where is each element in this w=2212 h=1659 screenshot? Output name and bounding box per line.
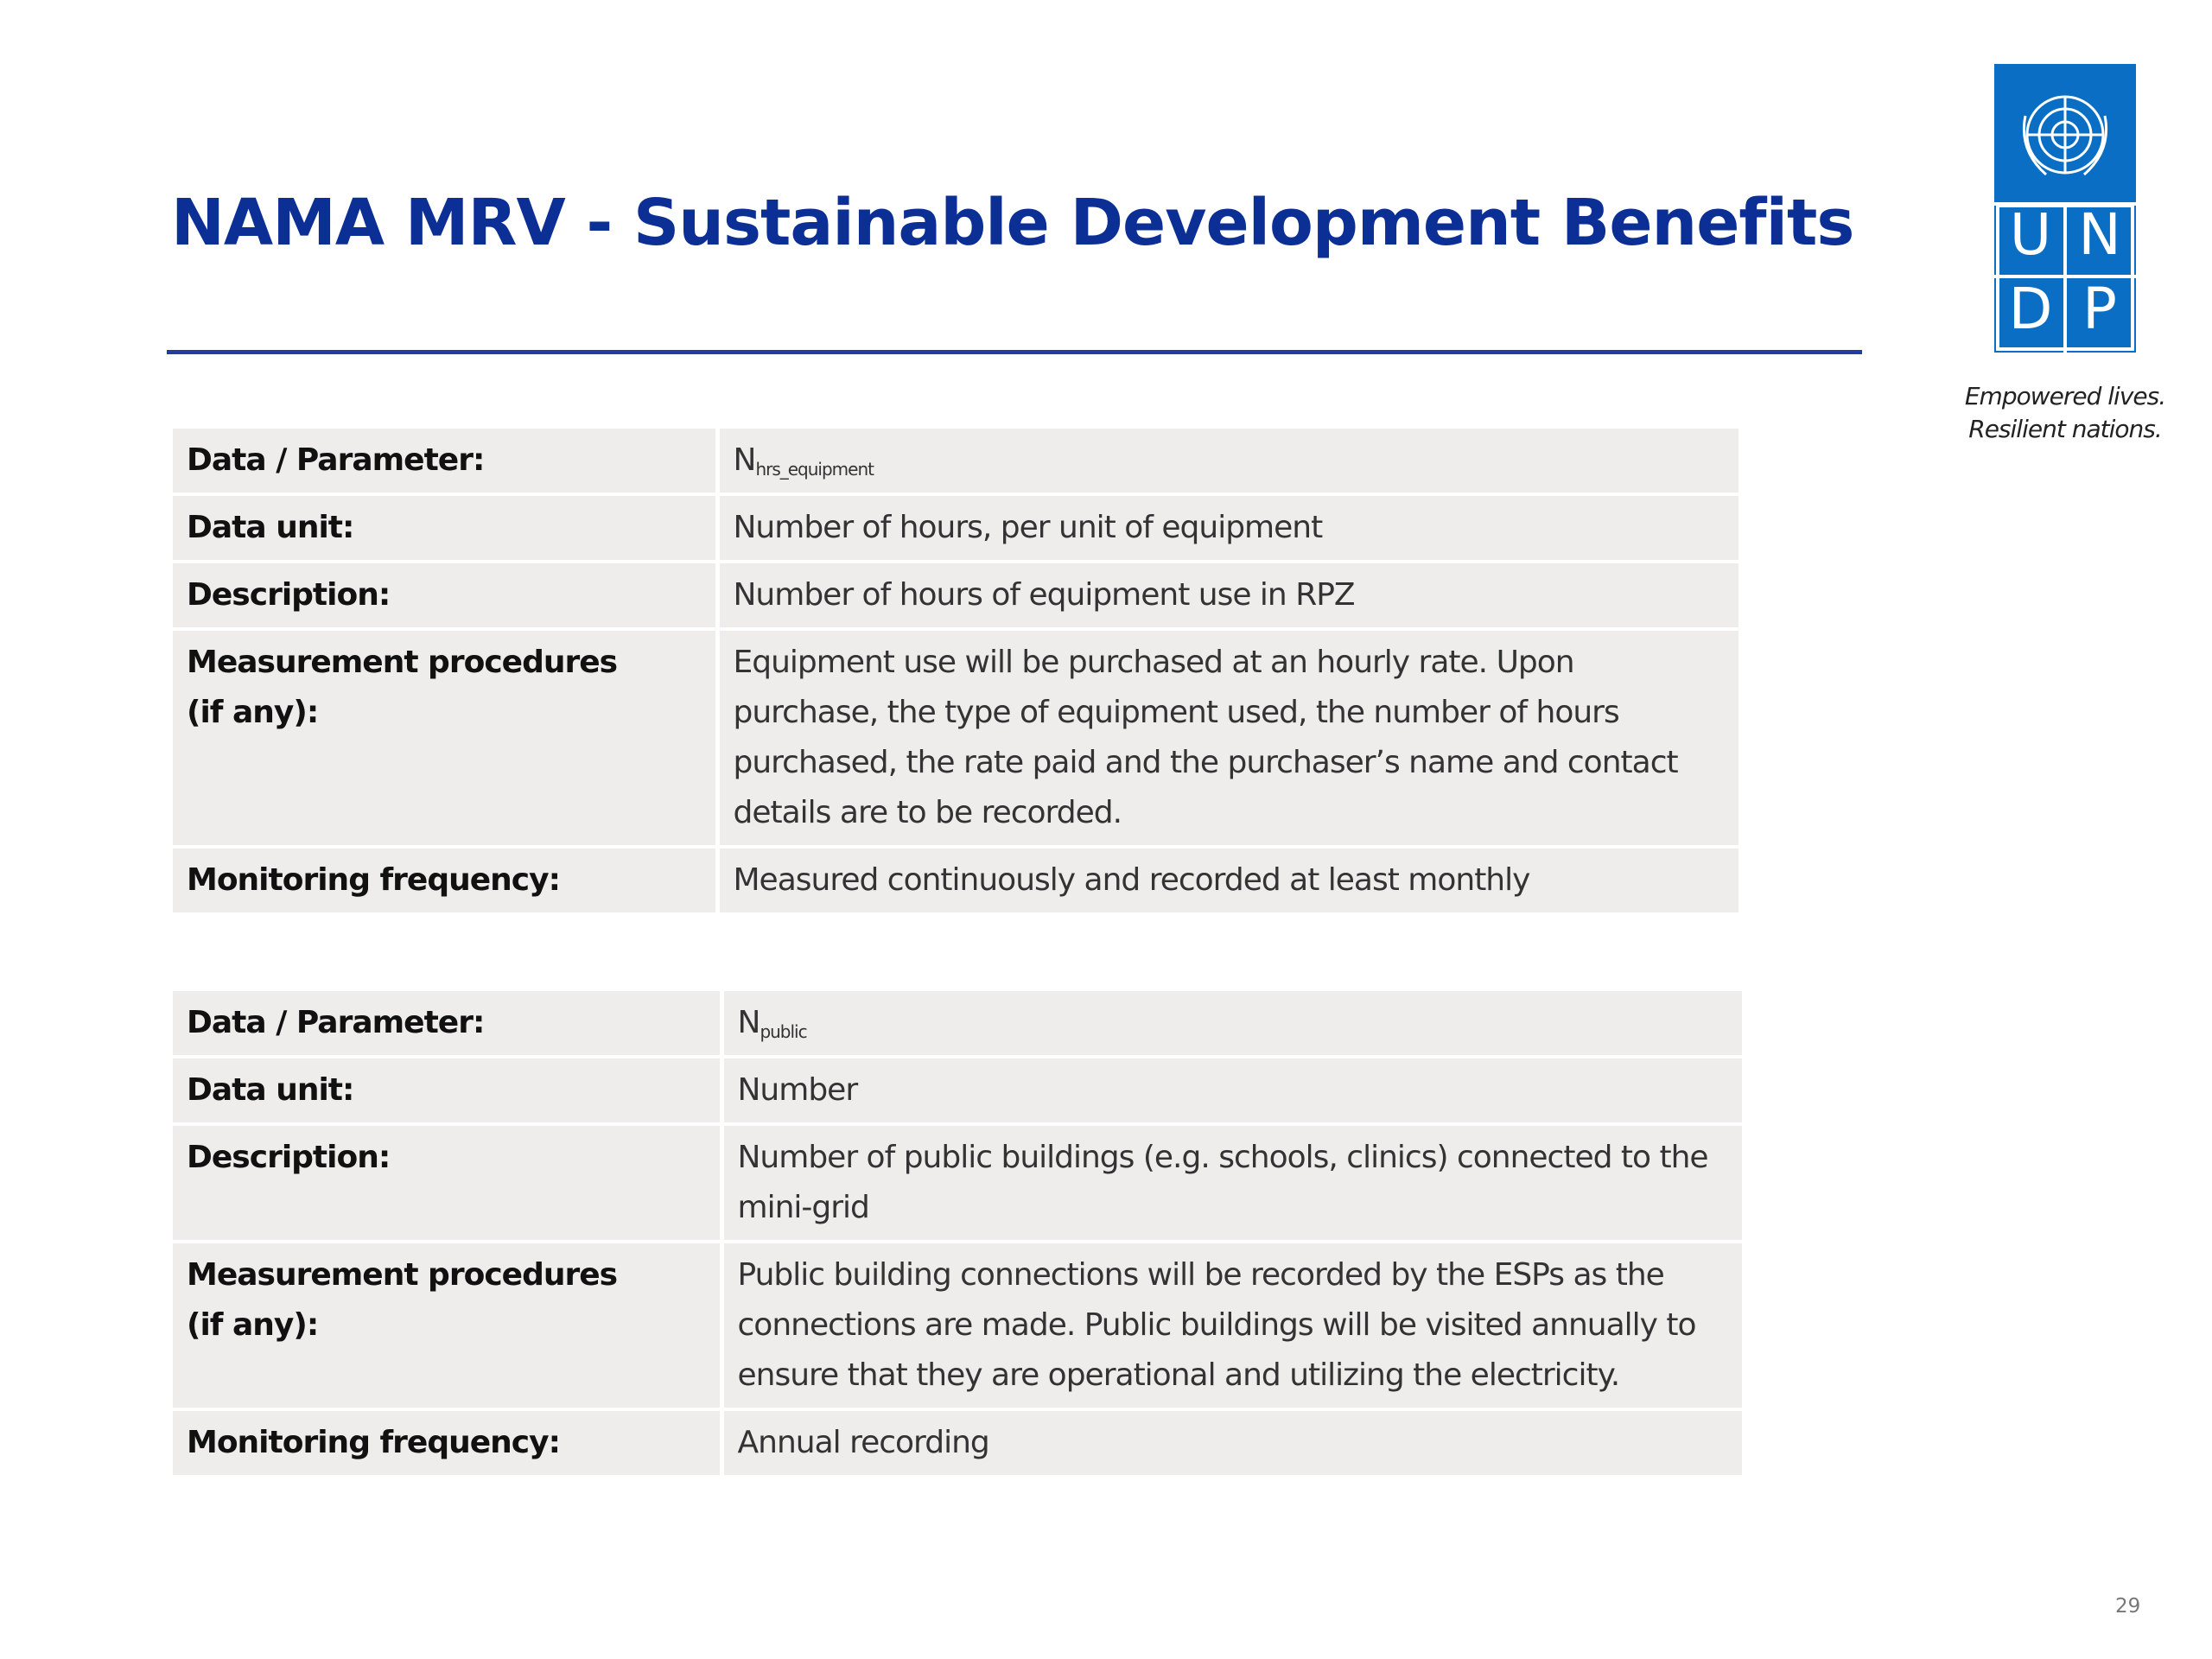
row-label: Monitoring frequency: (173, 1408, 724, 1478)
logo-frame (1996, 204, 2134, 351)
table-row: Measurement procedures (if any): Public bu… (173, 1240, 1745, 1411)
row-label: Monitoring frequency: (173, 845, 720, 916)
table-row: Measurement procedures (if any): Equipment… (173, 627, 1742, 849)
logo-letter: U (2010, 201, 2051, 268)
label-line: (if any): (187, 1307, 319, 1343)
label-line: Data unit: (187, 1072, 354, 1108)
parameter-table: Data / Parameter: Npublic Data unit: Number… (173, 988, 1745, 1478)
title-rule (167, 350, 1862, 354)
table-row: Data / Parameter: Npublic (173, 988, 1745, 1058)
row-value: Npublic (721, 988, 1745, 1058)
table-row: Monitoring frequency: Annual recording (173, 1408, 1745, 1478)
symbol: N (733, 442, 757, 478)
row-label: Measurement procedures (if any): (173, 627, 720, 849)
label-line: Monitoring frequency: (187, 1425, 561, 1460)
label-line: Description: (187, 1140, 391, 1175)
logo-divider (2063, 202, 2067, 353)
row-label: Description: (173, 1122, 724, 1243)
un-emblem (2022, 95, 2108, 176)
logo-letter: P (2082, 276, 2117, 342)
row-value: Public building connections will be reco… (721, 1240, 1745, 1411)
undp-logo: U N D P (1994, 64, 2136, 353)
symbol: N (737, 1005, 761, 1040)
table-row: Data unit: Number of hours, per unit of e… (173, 493, 1742, 563)
tagline: Empowered lives. Resilient nations. (1944, 380, 2186, 446)
row-value: Nhrs_equipment (717, 425, 1742, 496)
label-line: Measurement procedures (187, 645, 618, 680)
table-row: Description: Number of public buildings (… (173, 1122, 1745, 1243)
page-number: 29 (2115, 1595, 2141, 1618)
row-label: Data / Parameter: (173, 988, 724, 1058)
table-row: Data / Parameter: Nhrs_equipment (173, 425, 1742, 496)
label-line: Data / Parameter: (187, 442, 485, 478)
row-label: Description: (173, 560, 720, 631)
row-value: Number (721, 1055, 1745, 1126)
label-line: (if any): (187, 695, 319, 730)
label-line: Data unit: (187, 510, 354, 545)
row-value: Annual recording (721, 1408, 1745, 1478)
row-label: Measurement procedures (if any): (173, 1240, 724, 1411)
row-value: Measured continuously and recorded at le… (717, 845, 1742, 916)
table-row: Data unit: Number (173, 1055, 1745, 1126)
row-label: Data unit: (173, 1055, 724, 1126)
table-row: Monitoring frequency: Measured continuous… (173, 845, 1742, 916)
row-value: Equipment use will be purchased at an ho… (717, 627, 1742, 849)
parameter-table: Data / Parameter: Nhrs_equipment Data unit… (173, 425, 1742, 916)
label-line: Description: (187, 577, 391, 613)
logo-letter: D (2009, 276, 2053, 342)
row-label: Data unit: (173, 493, 720, 563)
label-line: Monitoring frequency: (187, 862, 561, 898)
slide-title: NAMA MRV - Sustainable Development Benef… (171, 186, 1854, 260)
row-value: Number of hours, per unit of equipment (717, 493, 1742, 563)
table-row: Description: Number of hours of equipment… (173, 560, 1742, 631)
row-value: Number of hours of equipment use in RPZ (717, 560, 1742, 631)
row-label: Data / Parameter: (173, 425, 720, 496)
tagline-line: Resilient nations. (1968, 415, 2163, 443)
logo-letter: N (2078, 201, 2120, 268)
tagline-line: Empowered lives. (1964, 382, 2166, 410)
row-value: Number of public buildings (e.g. schools… (721, 1122, 1745, 1243)
label-line: Measurement procedures (187, 1257, 618, 1293)
symbol-subscript: public (760, 1021, 807, 1042)
symbol-subscript: hrs_equipment (755, 459, 874, 480)
label-line: Data / Parameter: (187, 1005, 485, 1040)
